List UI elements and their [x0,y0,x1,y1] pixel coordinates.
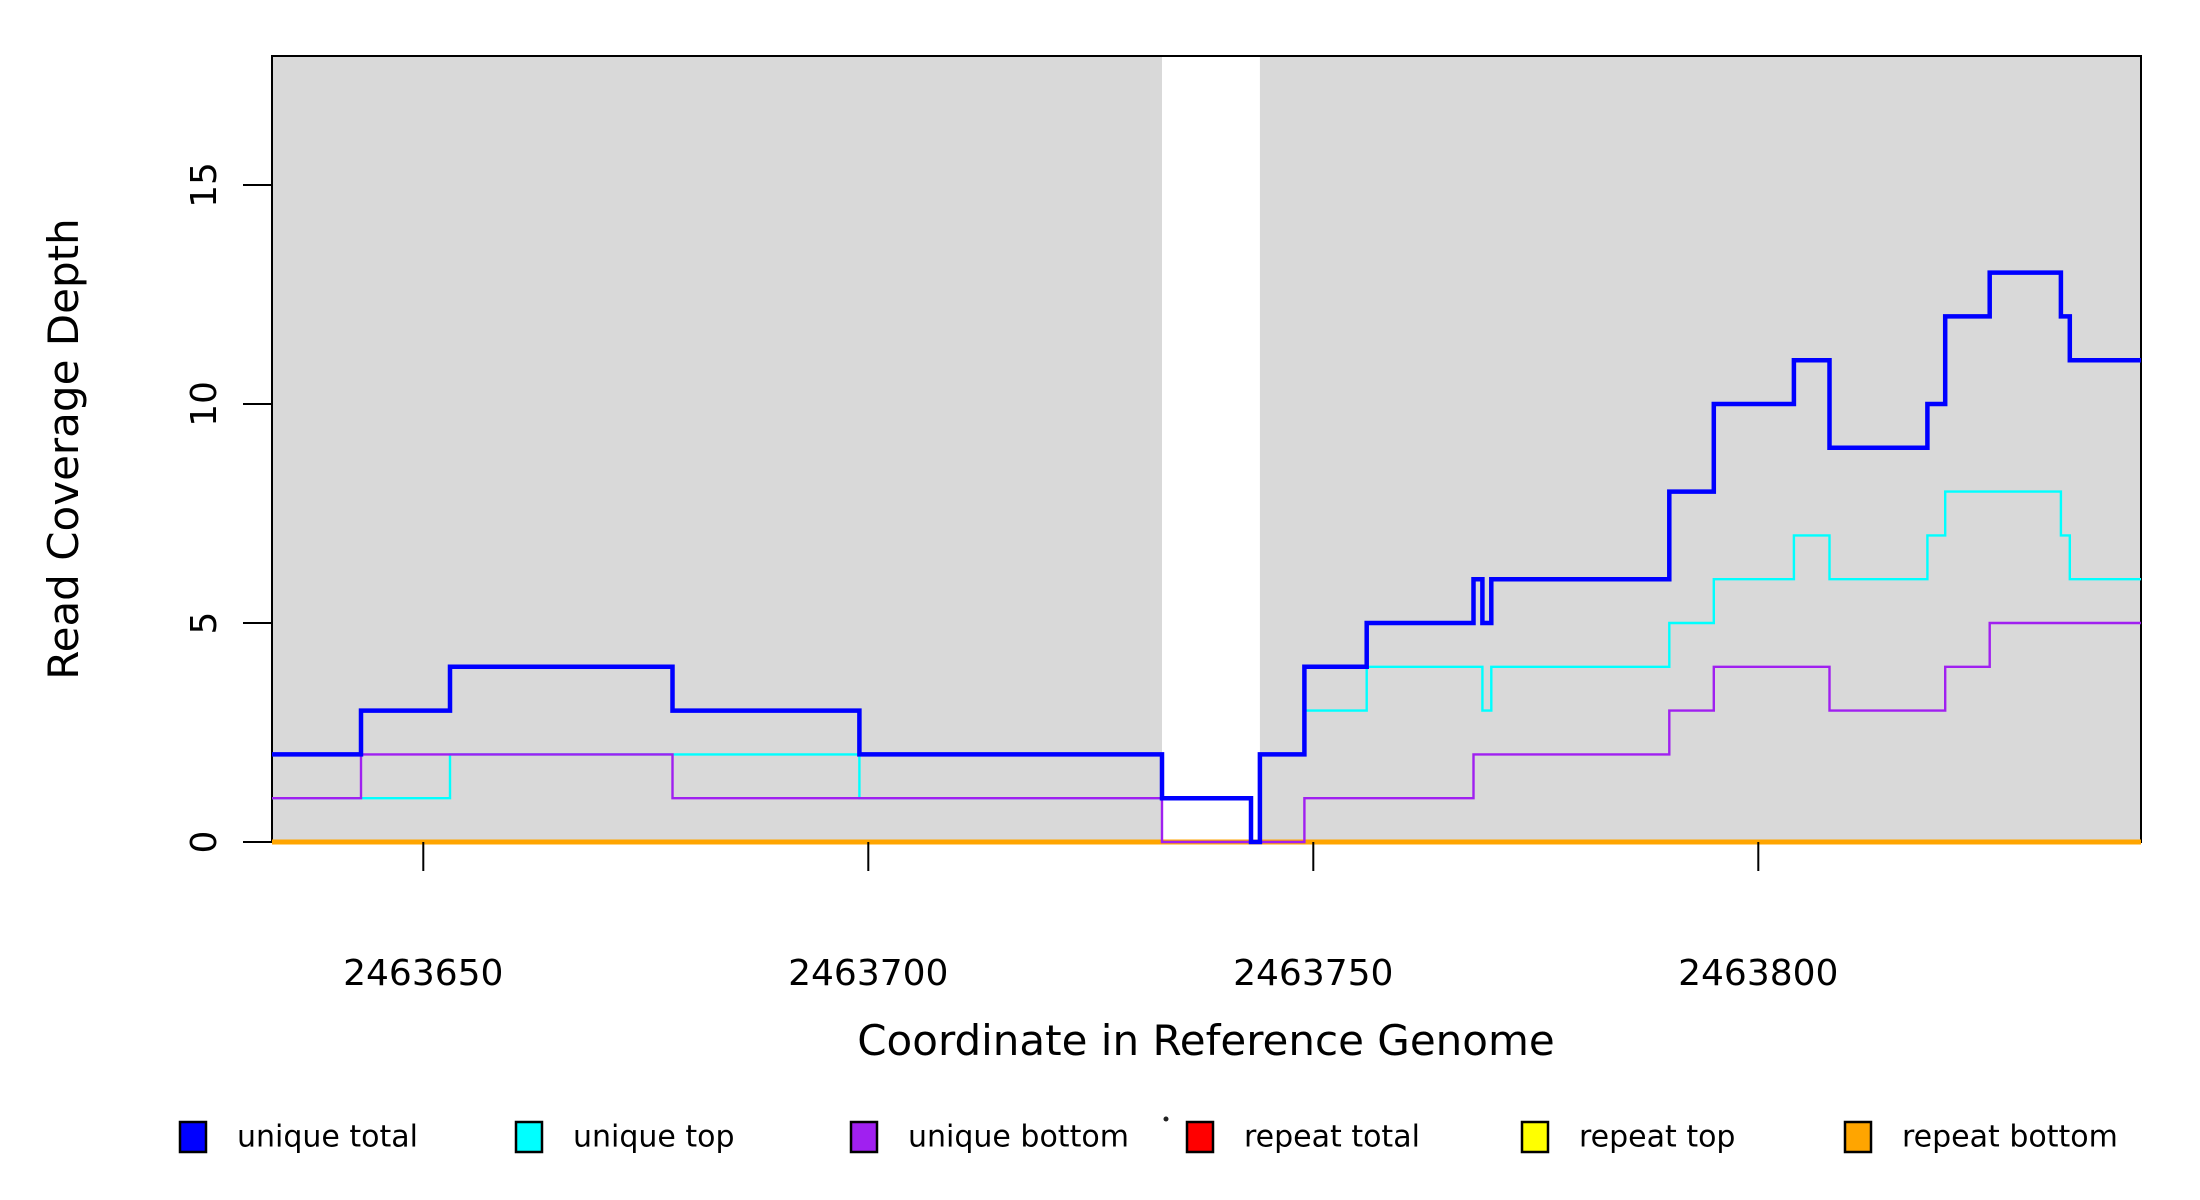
y-axis-tick-label: 15 [184,162,225,208]
legend-swatch-unique-bottom [849,1120,879,1154]
legend-item: repeat top [1520,1120,1735,1155]
legend-label: repeat bottom [1902,1120,2118,1155]
x-axis-tick-label: 2463800 [1678,953,1838,994]
shaded-region [1259,56,2141,842]
legend-item: unique bottom [849,1120,1129,1155]
legend-label: unique bottom [908,1120,1129,1155]
stray-dot [1163,1116,1169,1122]
legend-label: unique total [237,1120,418,1155]
legend-swatch-repeat-total [1185,1120,1215,1154]
y-axis-tick-label: 0 [184,831,225,854]
y-axis-tick-label: 10 [184,381,225,427]
series-line-unique-bottom [272,621,2141,844]
x-axis-tick-label: 2463650 [343,953,503,994]
shaded-region [272,56,1162,842]
legend-label: unique top [573,1120,735,1155]
legend-item: repeat total [1185,1120,1420,1155]
y-axis-tick-label: 5 [184,612,225,635]
axis-ticks-layer: 2463650 2463700 2463750 2463800 0 5 10 15 [184,162,1838,994]
legend-label: repeat total [1244,1120,1420,1155]
x-axis-title: Coordinate in Reference Genome [857,1016,1555,1065]
x-axis-tick-label: 2463700 [788,953,948,994]
x-axis-tick-label: 2463750 [1233,953,1393,994]
legend-item: repeat bottom [1843,1120,2118,1155]
legend-swatch-repeat-top [1520,1120,1550,1154]
legend-item: unique top [514,1120,735,1155]
y-axis-title: Read Coverage Depth [39,218,88,679]
legend: unique total unique top unique bottom repea… [178,1116,2118,1155]
series-layer [272,270,2141,845]
legend-swatch-unique-total [178,1120,208,1154]
legend-swatch-unique-top [514,1120,544,1154]
series-line-unique-total [272,270,2141,845]
legend-swatch-repeat-bottom [1843,1120,1873,1154]
legend-label: repeat top [1579,1120,1735,1155]
legend-item: unique total [178,1120,418,1155]
